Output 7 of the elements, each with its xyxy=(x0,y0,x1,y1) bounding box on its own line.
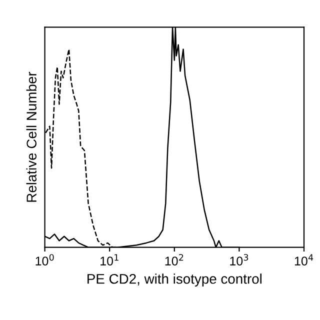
x-tick-label: 10$^{2}$ xyxy=(165,254,184,266)
x-tick-label: 10$^{4}$ xyxy=(294,254,314,266)
x-tick-label: 10$^{1}$ xyxy=(100,254,118,266)
y-axis-title: Relative Cell Number xyxy=(26,72,36,202)
x-tick-label: 10$^{0}$ xyxy=(36,254,54,266)
x-tick-label: 10$^{3}$ xyxy=(230,254,248,266)
x-axis-title: PE CD2, with isotype control xyxy=(88,274,262,287)
